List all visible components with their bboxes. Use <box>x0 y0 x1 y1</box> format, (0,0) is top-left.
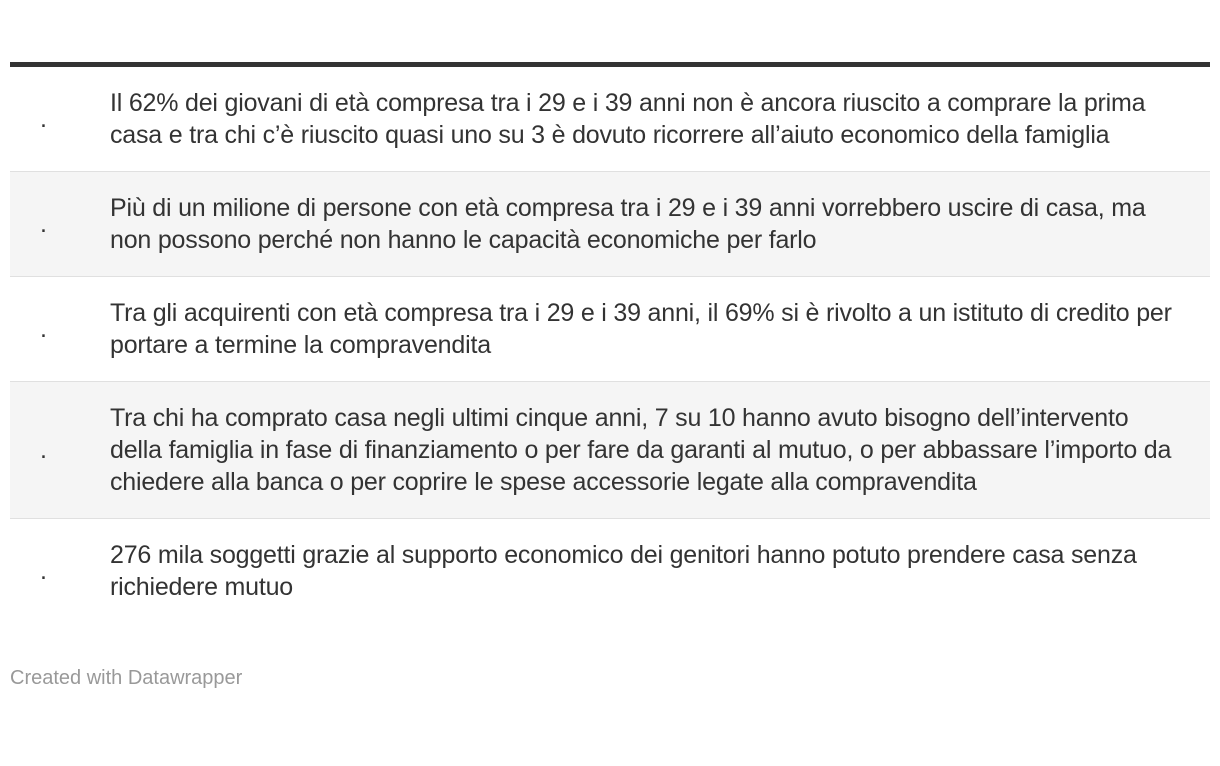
table-top-rule <box>10 62 1210 67</box>
bullet-cell: . <box>10 434 110 466</box>
table-row: . Più di un milione di persone con età c… <box>10 172 1210 277</box>
table-row: . Tra chi ha comprato casa negli ultimi … <box>10 382 1210 519</box>
bullet-cell: . <box>10 103 110 135</box>
row-text: Tra chi ha comprato casa negli ultimi ci… <box>110 404 1172 496</box>
bullet-cell: . <box>10 208 110 240</box>
bullet-dot: . <box>40 210 47 238</box>
attribution-footer: Created with Datawrapper <box>10 665 1210 691</box>
row-text: Tra gli acquirenti con età compresa tra … <box>110 299 1172 359</box>
datawrapper-embed: . Il 62% dei giovani di età compresa tra… <box>10 62 1210 691</box>
bullet-dot: . <box>40 315 47 343</box>
row-text: Più di un milione di persone con età com… <box>110 194 1146 254</box>
table: . Il 62% dei giovani di età compresa tra… <box>10 67 1210 623</box>
table-row: . Il 62% dei giovani di età compresa tra… <box>10 67 1210 172</box>
bullet-dot: . <box>40 105 47 133</box>
bullet-cell: . <box>10 555 110 587</box>
bullet-dot: . <box>40 436 47 464</box>
table-row: . 276 mila soggetti grazie al supporto e… <box>10 519 1210 623</box>
table-row: . Tra gli acquirenti con età compresa tr… <box>10 277 1210 382</box>
row-text: Il 62% dei giovani di età compresa tra i… <box>110 89 1146 149</box>
bullet-dot: . <box>40 557 47 585</box>
row-text: 276 mila soggetti grazie al supporto eco… <box>110 541 1137 601</box>
datawrapper-attribution-link[interactable]: Created with Datawrapper <box>10 667 243 689</box>
bullet-cell: . <box>10 313 110 345</box>
